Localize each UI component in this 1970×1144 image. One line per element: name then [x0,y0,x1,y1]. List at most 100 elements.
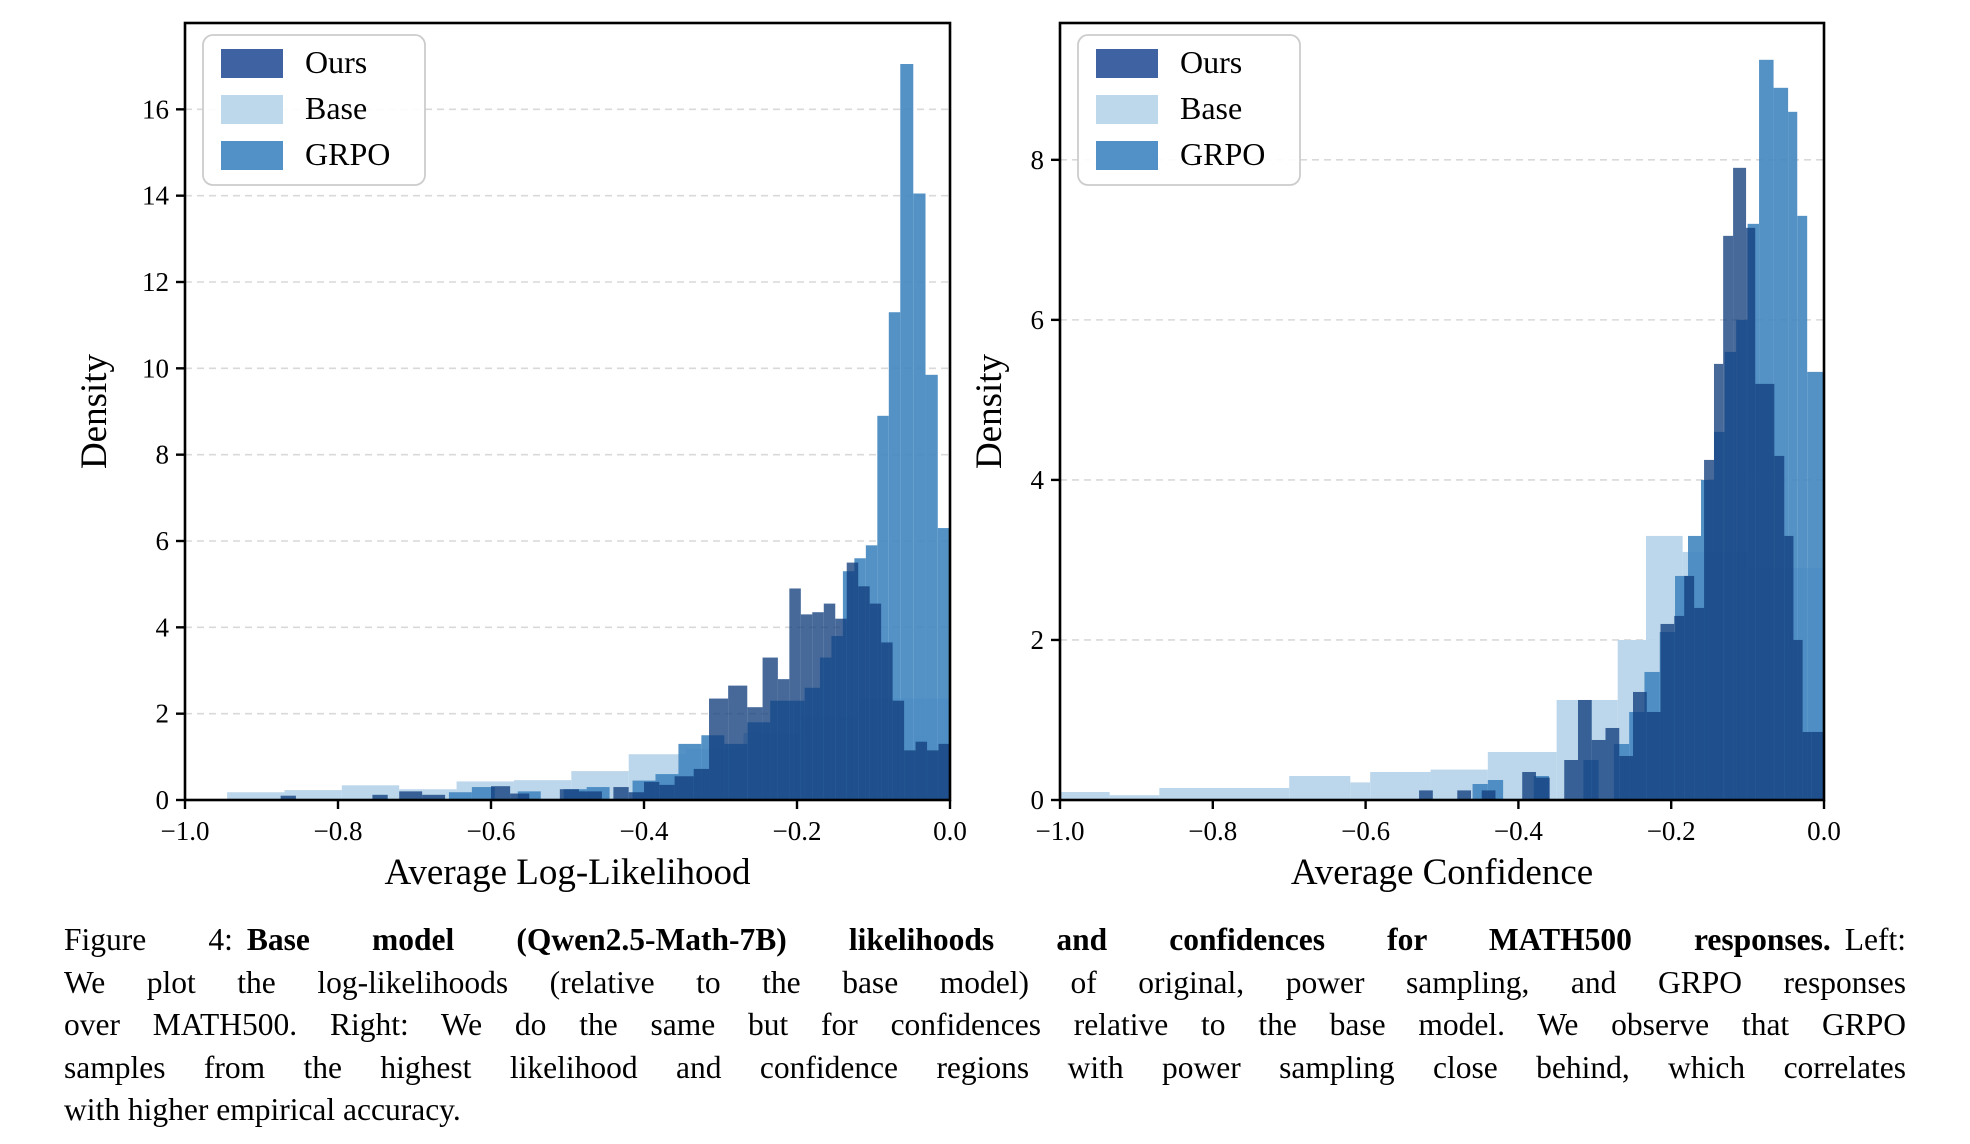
histogram-bar [846,562,859,800]
histogram-bar [1802,731,1812,800]
legend-swatch-base [221,95,283,124]
histogram-bar [1674,615,1685,800]
legend-label-ours: Ours [305,44,367,80]
histogram-bar [1633,691,1647,800]
histogram-bar [835,618,847,800]
x-tick-label: −1.0 [1036,816,1085,846]
y-tick-label: 0 [1031,785,1045,815]
plot-spines [183,21,952,802]
histogram-bar [613,787,629,800]
histogram-bar [693,768,710,800]
histogram-bar [904,750,916,800]
legend: Ours Base GRPO [202,34,426,186]
y-tick-label: 8 [1031,145,1045,175]
caption-figure-label: Figure 4: [64,922,233,957]
histogram-bar [1788,111,1798,800]
histogram-bar [888,312,901,800]
histogram-bar [900,64,914,800]
histogram-bar [1535,777,1550,800]
x-tick-label: −0.6 [1341,816,1390,846]
y-axis-label: Density [975,353,1010,469]
legend-label-grpo: GRPO [1180,136,1265,172]
histogram-bar [1811,731,1824,800]
series-ours [1419,167,1824,800]
histogram-bar [1577,699,1592,800]
legend-label-base: Base [305,90,367,126]
figure-caption: Figure 4: Base model (Qwen2.5-Math-7B) li… [64,919,1906,1132]
y-axis: 0 2 4 6 8 10 12 14 16 [142,94,185,815]
x-tick-label: −0.8 [1188,816,1237,846]
x-tick-label: −0.4 [1494,816,1543,846]
histogram-bar [1605,727,1620,800]
histogram-bar [1159,787,1290,800]
histogram-bar [915,741,928,800]
caption-line-1: Figure 4: Base model (Qwen2.5-Math-7B) li… [64,919,1906,962]
histogram-bar [510,793,530,800]
x-tick-label: −0.6 [467,816,516,846]
x-axis-label: Average Confidence [1291,852,1593,893]
histogram-bar [1733,167,1747,800]
caption-line-4: samples from the highest likelihood and … [64,1049,1906,1085]
histogram-bar [1774,455,1785,800]
histogram-bar [789,588,801,800]
y-axis-label: Density [74,353,115,469]
histogram-bar [869,603,882,800]
histogram-bar [559,789,579,800]
legend-swatch-grpo [1096,141,1158,170]
y-tick-label: 4 [156,612,170,642]
legend-swatch-base [1096,95,1158,124]
histogram-bar [1060,791,1110,800]
caption-line-3: over MATH500. Right: We do the same but … [64,1007,1906,1043]
x-tick-label: 0.0 [933,816,967,846]
x-axis-label: Average Log-Likelihood [384,852,751,893]
x-tick-label: −1.0 [161,816,210,846]
x-tick-label: 0.0 [1807,816,1841,846]
legend-label-grpo: GRPO [305,136,390,172]
histogram-average-log-likelihood: −1.0 −0.8 −0.6 −0.4 −0.2 0.0 0 2 4 6 8 10 12 14 16 Aver… [74,21,967,893]
histogram-bar [628,792,644,800]
histogram-bar [1646,711,1661,800]
caption-line-2: We plot the log-likelihoods (relative to… [64,964,1906,1000]
histogram-bar [372,794,388,800]
histogram-bar [280,795,296,800]
x-tick-label: −0.2 [773,816,822,846]
histogram-bar [1723,235,1734,800]
histogram-bar [877,415,889,800]
histogram-bar [927,750,939,800]
histogram-bar [747,707,763,800]
legend-label-base: Base [1180,90,1242,126]
histogram-bar [1350,782,1371,800]
histogram-bar [762,657,778,800]
histogram-bar [659,784,675,800]
caption-left-marker: Left: [1844,922,1906,957]
histogram-bar [892,700,905,800]
histogram-bar [399,789,457,800]
y-tick-label: 10 [142,353,169,383]
series-ours [280,562,950,800]
plot-spines [1058,21,1826,802]
histogram-bar [1109,795,1160,800]
legend-swatch-ours [1096,49,1158,78]
histogram-bar [1797,215,1808,800]
histogram-bar [578,791,602,800]
legend: Ours Base GRPO [1077,34,1301,186]
histogram-bar [448,792,472,800]
y-tick-label: 16 [142,94,169,124]
histogram-bar [728,685,748,800]
histogram-bar [1784,535,1794,800]
histogram-bar [1481,790,1496,800]
x-tick-label: −0.4 [620,816,669,846]
histogram-bar [1713,363,1724,800]
histogram-bar [491,786,511,800]
histogram-bar [1289,775,1351,800]
histogram-bar [777,679,790,800]
histogram-bar [1522,771,1536,800]
legend-swatch-ours [221,49,283,78]
x-axis: −1.0 −0.8 −0.6 −0.4 −0.2 0.0 [161,800,967,846]
histogram-bar [284,790,342,800]
y-tick-label: 6 [156,526,170,556]
histogram-bar [823,603,836,800]
x-axis: −1.0 −0.8 −0.6 −0.4 −0.2 0.0 [1036,800,1841,846]
histogram-bar [1755,383,1775,800]
